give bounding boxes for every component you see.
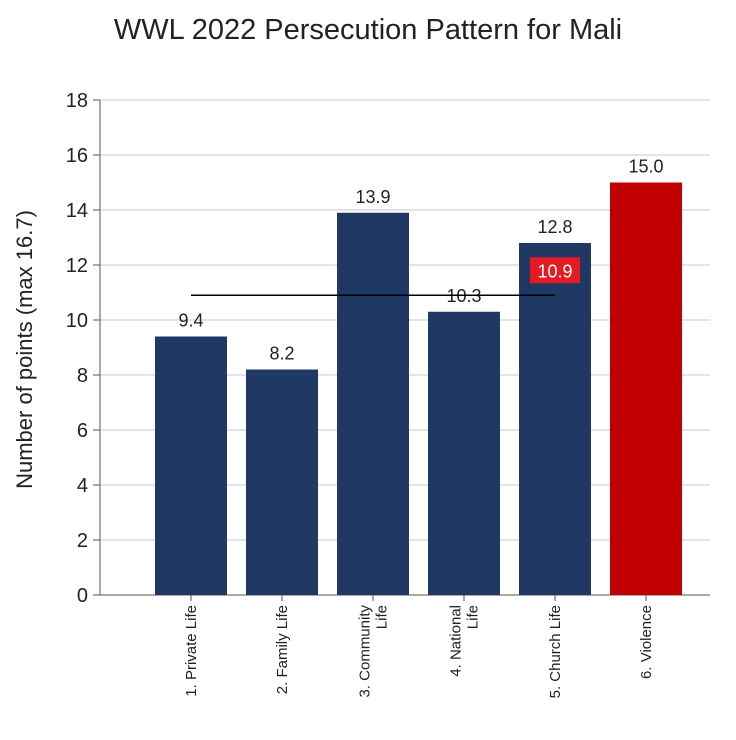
category-label: Life xyxy=(465,605,482,629)
data-label: 15.0 xyxy=(628,157,663,177)
y-tick-label: 6 xyxy=(77,420,88,442)
category-label: 4. National xyxy=(448,605,465,677)
category-label: 3. Community xyxy=(357,605,374,698)
data-label: 8.2 xyxy=(269,344,294,364)
y-tick-label: 16 xyxy=(66,145,88,167)
average-label: 10.9 xyxy=(537,261,572,281)
bar xyxy=(246,369,318,595)
y-tick-label: 2 xyxy=(77,530,88,552)
bar xyxy=(428,311,500,595)
y-tick-label: 8 xyxy=(77,365,88,387)
category-label: Life xyxy=(374,605,391,629)
y-tick-label: 18 xyxy=(66,90,88,112)
y-tick-label: 14 xyxy=(66,200,88,222)
category-label: 2. Family Life xyxy=(274,605,291,694)
category-label: 1. Private Life xyxy=(183,605,200,697)
data-label: 13.9 xyxy=(355,187,390,207)
y-axis-title: Number of points (max 16.7) xyxy=(12,210,37,489)
data-label: 9.4 xyxy=(178,311,203,331)
category-label: 6. Violence xyxy=(638,605,655,679)
y-tick-label: 10 xyxy=(66,310,88,332)
bar xyxy=(337,212,409,595)
category-label: 5. Church Life xyxy=(547,605,564,698)
y-tick-label: 12 xyxy=(66,255,88,277)
chart-title: WWL 2022 Persecution Pattern for Mali xyxy=(113,14,623,46)
bar xyxy=(155,336,227,595)
y-tick-label: 4 xyxy=(77,475,88,497)
data-label: 12.8 xyxy=(537,217,572,237)
bar xyxy=(519,243,591,595)
bar xyxy=(610,182,682,595)
average-label-box xyxy=(530,257,580,284)
y-tick-label: 0 xyxy=(77,585,88,607)
